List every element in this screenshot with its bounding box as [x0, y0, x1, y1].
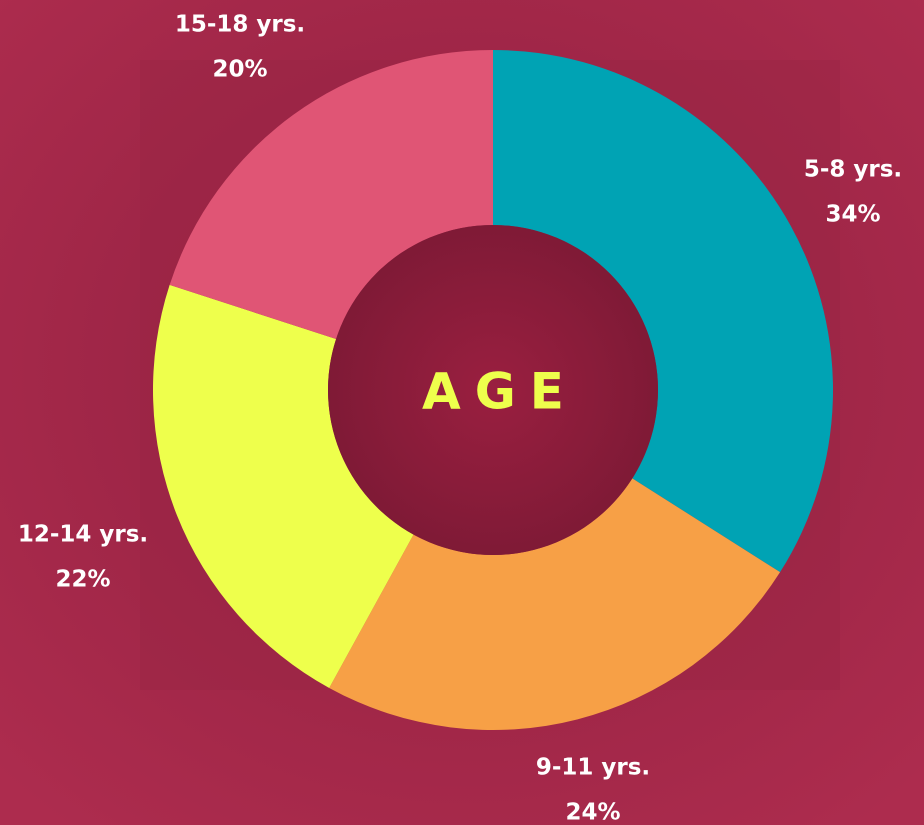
category-label: 9-11 yrs.: [536, 755, 650, 781]
wedge: [169, 50, 493, 340]
value-label: 20%: [212, 57, 267, 83]
category-label: 5-8 yrs.: [804, 157, 902, 183]
wedge: [152, 284, 414, 688]
category-label: 12-14 yrs.: [18, 522, 148, 548]
center-label: AGE: [422, 363, 578, 421]
donut-hole: [328, 225, 658, 555]
wedge: [493, 50, 833, 573]
value-label: 22%: [55, 567, 110, 593]
value-label: 34%: [825, 202, 880, 228]
wedge: [329, 478, 781, 730]
donut: [152, 50, 833, 730]
category-label: 15-18 yrs.: [175, 12, 305, 38]
value-label: 24%: [565, 800, 620, 825]
